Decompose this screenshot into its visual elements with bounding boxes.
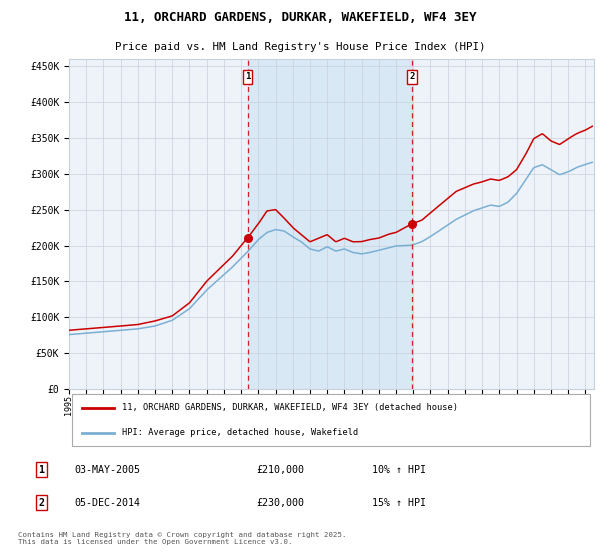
- Text: HPI: Average price, detached house, Wakefield: HPI: Average price, detached house, Wake…: [121, 428, 358, 437]
- Text: 11, ORCHARD GARDENS, DURKAR, WAKEFIELD, WF4 3EY (detached house): 11, ORCHARD GARDENS, DURKAR, WAKEFIELD, …: [121, 403, 458, 412]
- Text: 05-DEC-2014: 05-DEC-2014: [74, 497, 140, 507]
- Text: 11, ORCHARD GARDENS, DURKAR, WAKEFIELD, WF4 3EY: 11, ORCHARD GARDENS, DURKAR, WAKEFIELD, …: [124, 11, 476, 24]
- Text: 2: 2: [38, 497, 44, 507]
- Text: Price paid vs. HM Land Registry's House Price Index (HPI): Price paid vs. HM Land Registry's House …: [115, 43, 485, 52]
- Text: £210,000: £210,000: [256, 465, 304, 475]
- FancyBboxPatch shape: [71, 394, 590, 446]
- Text: 1: 1: [38, 465, 44, 475]
- Text: 1: 1: [245, 72, 250, 81]
- Text: 03-MAY-2005: 03-MAY-2005: [74, 465, 140, 475]
- Text: 15% ↑ HPI: 15% ↑ HPI: [372, 497, 426, 507]
- Text: 2: 2: [409, 72, 415, 81]
- Text: Contains HM Land Registry data © Crown copyright and database right 2025.
This d: Contains HM Land Registry data © Crown c…: [18, 532, 347, 545]
- Text: 10% ↑ HPI: 10% ↑ HPI: [372, 465, 426, 475]
- Bar: [248, 59, 412, 389]
- Text: £230,000: £230,000: [256, 497, 304, 507]
